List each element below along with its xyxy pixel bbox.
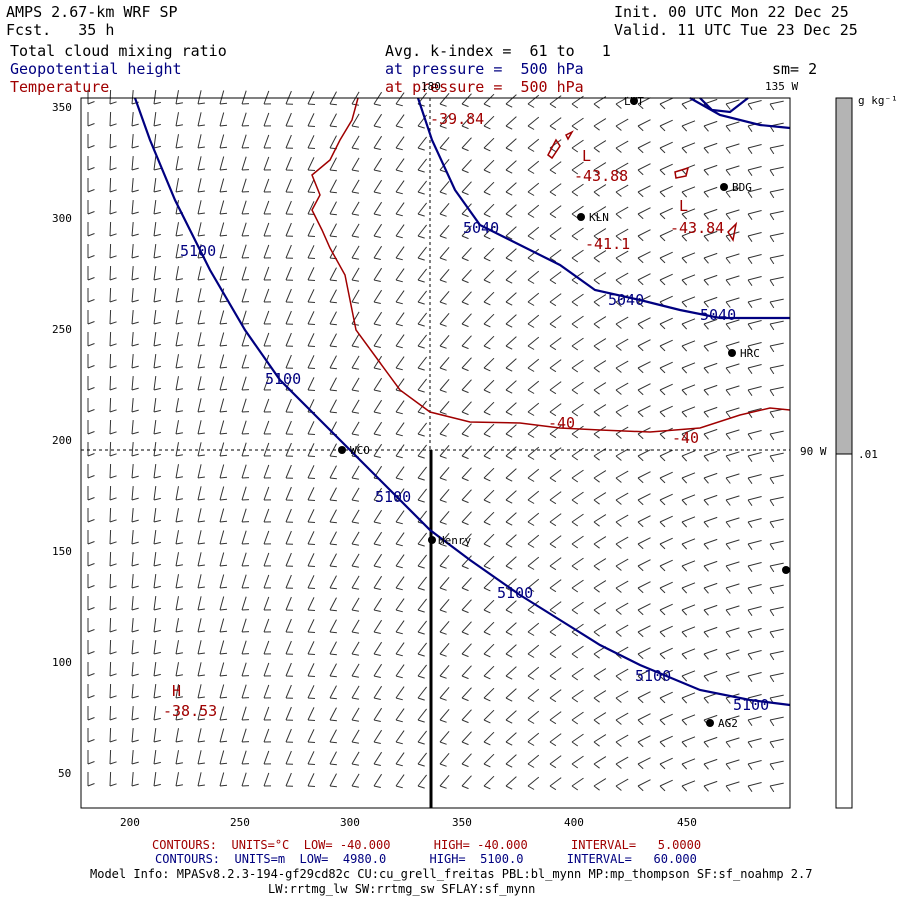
temp-contour-minus40: [311, 97, 791, 433]
temperature-label: -43.84: [670, 219, 725, 237]
height-label: 5100: [375, 488, 412, 506]
height-label: 5040: [700, 306, 737, 324]
meridian-label-90w: 90 W: [800, 445, 827, 458]
temperature-label: -39.84: [430, 110, 485, 128]
station-label: LVT: [624, 95, 644, 108]
temperature-label: -43.88: [574, 167, 629, 185]
field-geopotential-height: Geopotential height: [10, 60, 182, 78]
x-tick-300: 300: [340, 816, 360, 829]
y-tick-150: 150: [52, 545, 72, 558]
temp-contour-small-3: [674, 166, 690, 179]
valid-time: Valid. 11 UTC Tue 23 Dec 25: [614, 21, 858, 39]
station-label: HRC: [740, 347, 760, 360]
footer-height-contours: CONTOURS: UNITS=m LOW= 4980.0 HIGH= 5100…: [155, 852, 697, 866]
footer-temperature-contours: CONTOURS: UNITS=°C LOW= -40.000 HIGH= -4…: [152, 838, 702, 852]
height-contour-ne-corner: [689, 97, 791, 130]
y-tick-50: 50: [58, 767, 72, 780]
wind-barb-field: [87, 89, 784, 793]
station-label: AG2: [718, 717, 738, 730]
temperature-label: -40: [672, 429, 700, 447]
height-contour-ne-small: [699, 97, 749, 114]
height-label: 5100: [180, 242, 217, 260]
height-label: 5040: [463, 219, 500, 237]
low-center: L: [679, 197, 689, 215]
height-label: 5100: [497, 584, 534, 602]
footer-model-info: Model Info: MPASv8.2.3-194-gf29cd82c CU:…: [90, 867, 813, 881]
init-time: Init. 00 UTC Mon 22 Dec 25: [614, 3, 849, 21]
station-unnamed-east: [782, 566, 790, 574]
height-pressure-level: at pressure = 500 hPa: [385, 60, 584, 78]
y-tick-300: 300: [52, 212, 72, 225]
forecast-hour: Fcst. 35 h: [6, 21, 115, 39]
model-title: AMPS 2.67-km WRF SP: [6, 3, 178, 21]
x-tick-350: 350: [452, 816, 472, 829]
temperature-label: -40: [548, 414, 576, 432]
meridian-label-135w: 135 W: [765, 80, 799, 93]
temperature-label: -38.53: [163, 702, 218, 720]
field-cloud-mixing-ratio: Total cloud mixing ratio: [10, 42, 227, 60]
y-tick-350: 350: [52, 101, 72, 114]
y-tick-250: 250: [52, 323, 72, 336]
colorbar-frame: [835, 97, 853, 809]
height-contour-5100: [133, 97, 791, 707]
height-label: 5040: [608, 291, 645, 309]
height-label: 5100: [635, 667, 672, 685]
colorbar-fill: [836, 98, 852, 454]
x-tick-400: 400: [564, 816, 584, 829]
station-label: BDG: [732, 181, 752, 194]
colorbar-tick-label: .01: [858, 448, 878, 461]
low-center: L: [582, 147, 592, 165]
temp-contour-small-2: [564, 130, 574, 141]
temp-contour-small-1: [547, 138, 561, 160]
k-index-average: Avg. k-index = 61 to 1: [385, 42, 611, 60]
temp-contour-small-4: [727, 221, 738, 243]
x-tick-250: 250: [230, 816, 250, 829]
station-label: WCO: [350, 444, 370, 457]
x-tick-450: 450: [677, 816, 697, 829]
x-tick-200: 200: [120, 816, 140, 829]
field-temperature: Temperature: [10, 78, 110, 96]
footer-physics: LW:rrtmg_lw SW:rrtmg_sw SFLAY:sf_mynn: [268, 882, 536, 896]
smoothing-label: sm= 2: [772, 60, 818, 78]
temperature-contours: [311, 97, 791, 433]
station-label: Henry: [438, 534, 472, 547]
map-frame: [80, 97, 791, 809]
wind-barbs: [87, 89, 784, 793]
station-label: KLN: [589, 211, 609, 224]
temperature-label: -41.1: [585, 235, 631, 253]
temperature-pressure-level: at pressure = 500 hPa: [385, 78, 584, 96]
y-tick-200: 200: [52, 434, 72, 447]
height-label: 5100: [265, 370, 302, 388]
height-label: 5100: [733, 696, 770, 714]
height-contour-5040: [416, 97, 790, 320]
y-tick-100: 100: [52, 656, 72, 669]
height-contours: [133, 97, 791, 707]
colorbar-units: g kg⁻¹: [858, 94, 898, 107]
meridian-label-180: 180: [421, 80, 441, 93]
high-center: H: [172, 682, 182, 700]
